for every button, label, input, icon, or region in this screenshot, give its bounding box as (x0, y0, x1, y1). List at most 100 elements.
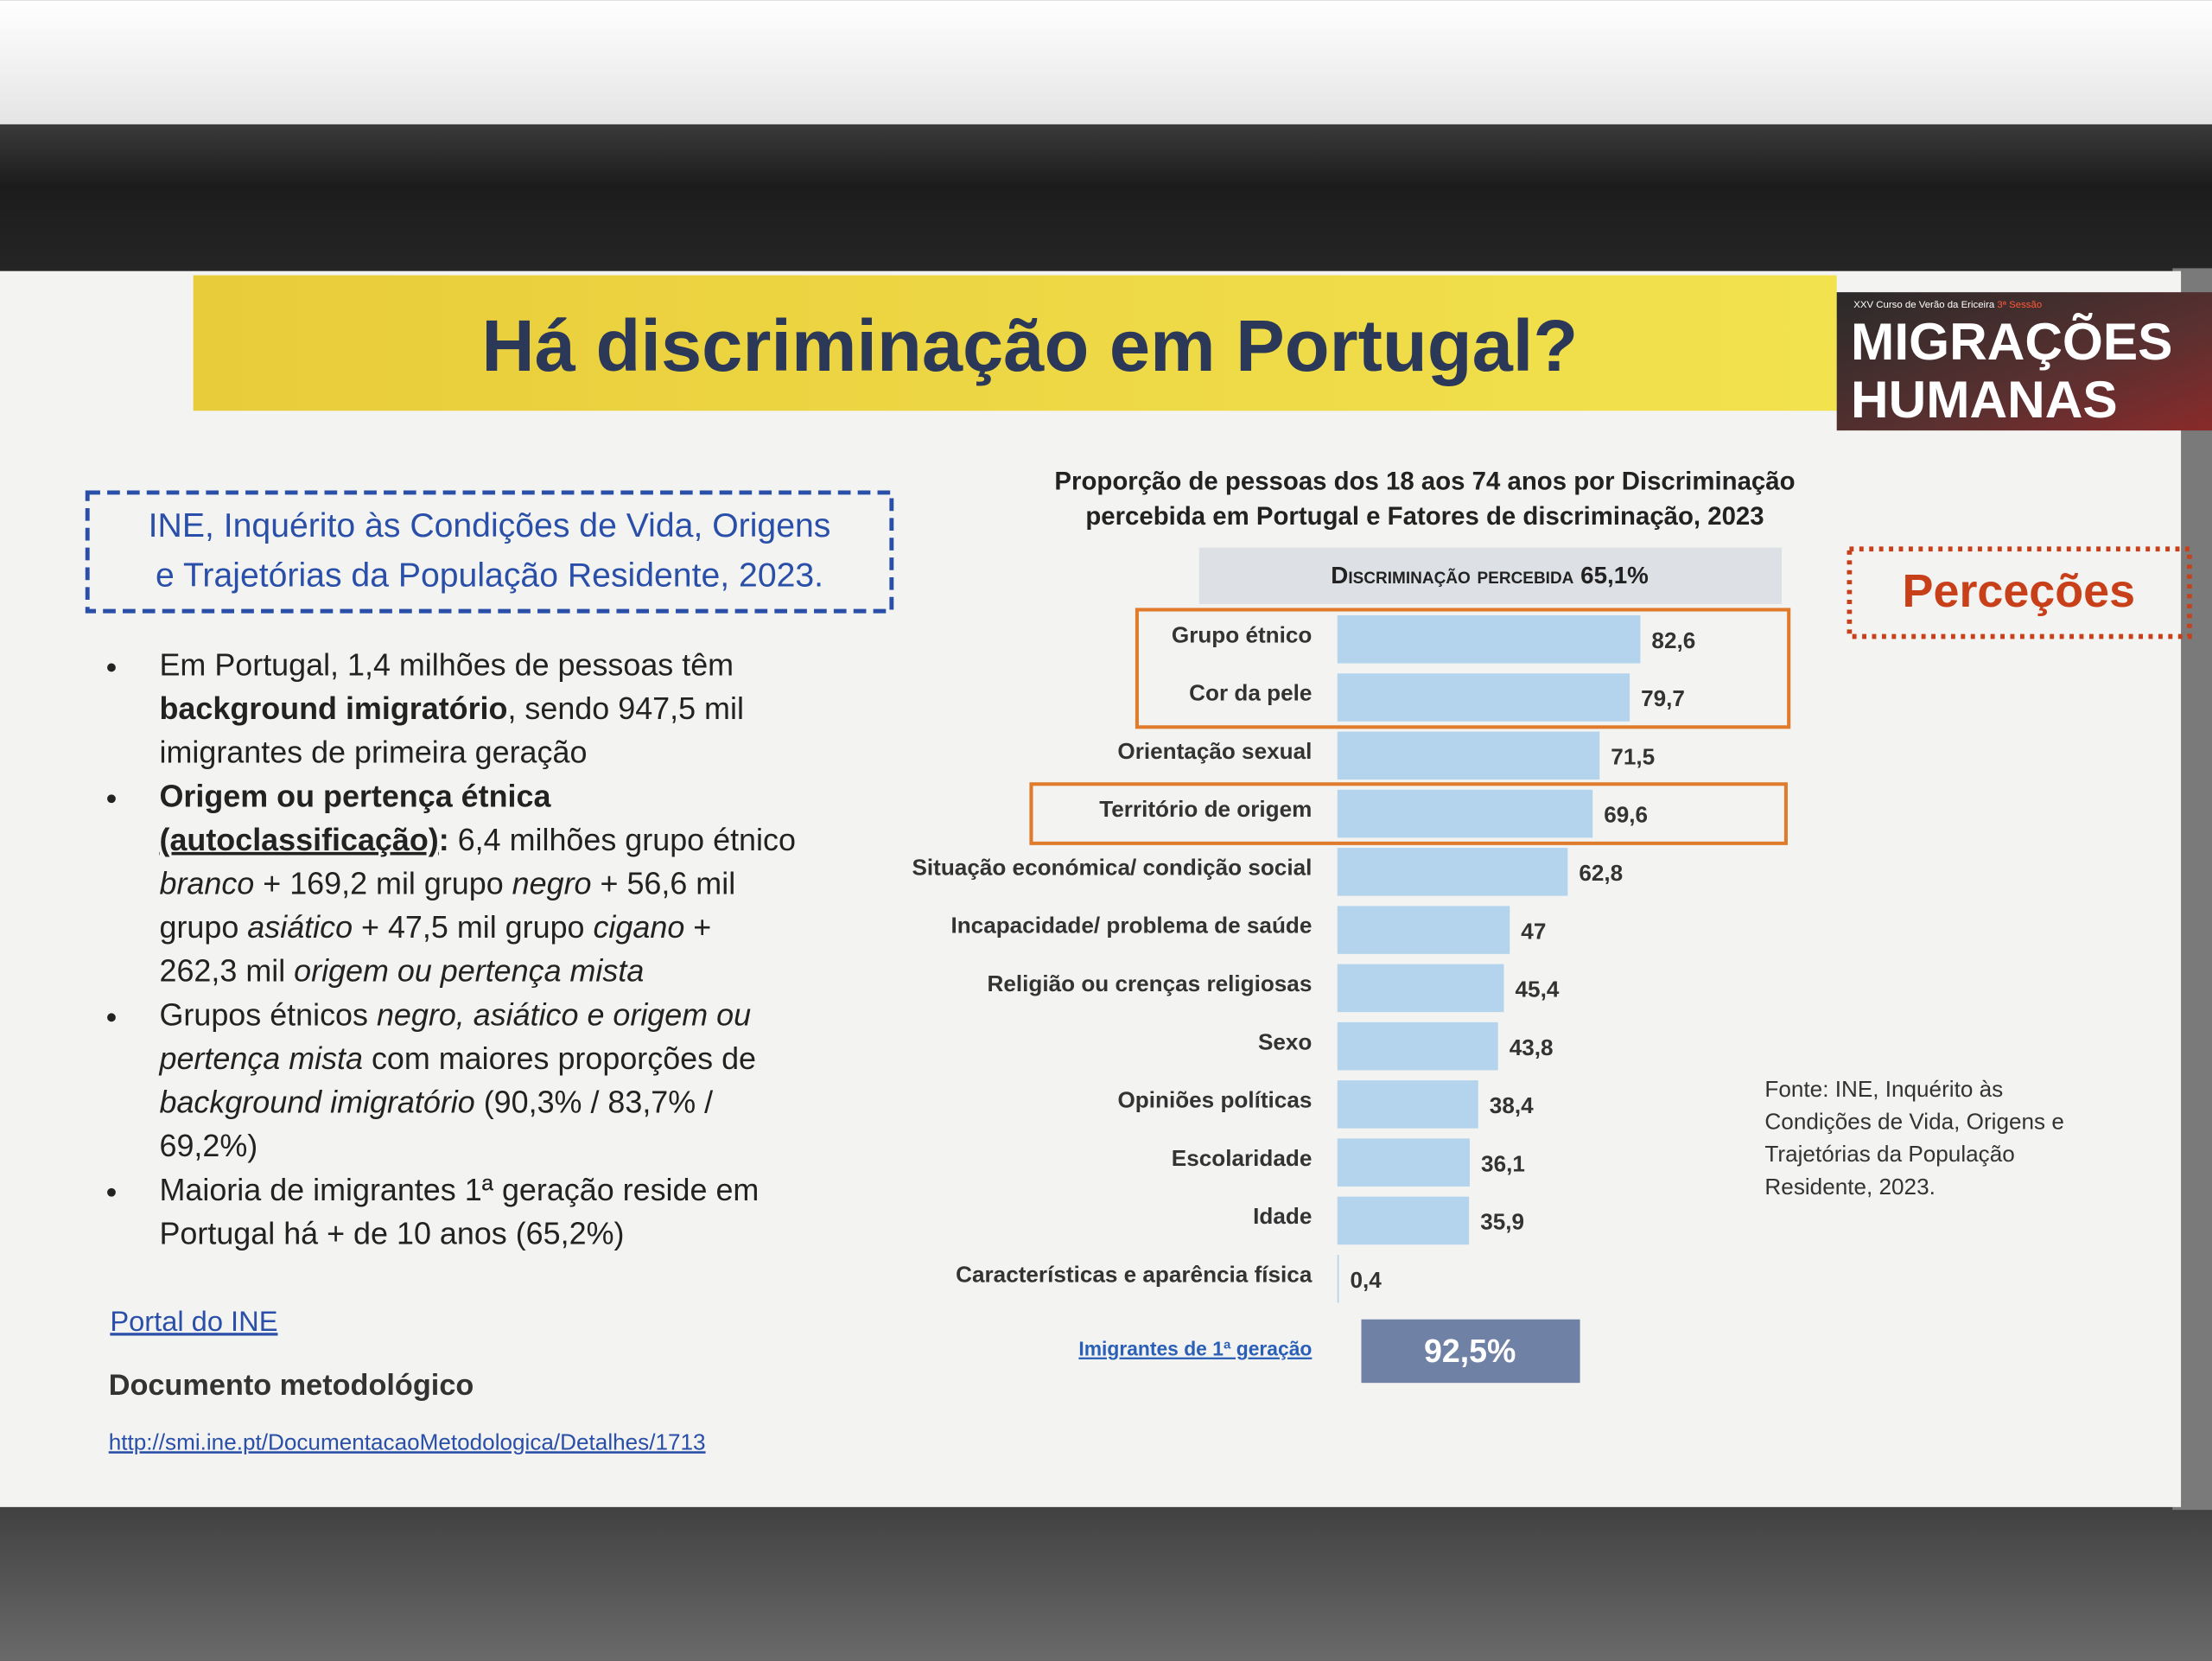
bar (1337, 731, 1600, 780)
bullet-line: branco + 169,2 mil grupo negro + 56,6 mi… (159, 866, 735, 901)
title-band (193, 275, 1837, 411)
footnote-line: Trajetórias da População (1764, 1141, 2014, 1167)
background-top (0, 0, 2212, 128)
bullet-line: Grupos étnicos negro, asiático e origem … (159, 997, 751, 1033)
value-label: 71,5 (1611, 743, 1655, 769)
bullet-dot (107, 794, 116, 804)
bar (1337, 673, 1630, 722)
chart-title: Proporção de pessoas dos 18 aos 74 anos … (1054, 467, 1795, 495)
bar (1337, 964, 1504, 1013)
value-label: 62,8 (1579, 860, 1623, 886)
bullet-run: negro (512, 866, 592, 901)
category-label: Sexo (1258, 1028, 1312, 1054)
value-label: 0,4 (1351, 1267, 1382, 1293)
source-line: INE, Inquérito às Condições de Vida, Ori… (149, 507, 831, 544)
category-label: Religião ou crenças religiosas (988, 971, 1313, 996)
logo-session: 3ª Sessão (1997, 300, 2042, 310)
slide (0, 270, 2182, 1507)
bullet-line: (autoclassificação): 6,4 milhões grupo é… (159, 822, 795, 857)
value-label: 69,6 (1604, 802, 1648, 828)
doc-link[interactable]: http://smi.ine.pt/DocumentacaoMetodologi… (109, 1429, 706, 1454)
bar (1337, 615, 1641, 664)
bullet-run: negro, asiático e origem ou (377, 997, 751, 1033)
bullet-run: background imigratório (159, 1085, 474, 1120)
monitor-bezel (0, 124, 2212, 280)
footnote-line: Fonte: INE, Inquérito às (1764, 1076, 2003, 1102)
value-label: 47 (1521, 918, 1546, 944)
monitor-bottom (0, 1495, 2212, 1661)
bullet-run: grupo (159, 910, 247, 945)
bullet-run: (autoclassificação) (159, 822, 438, 857)
category-label: Orientação sexual (1117, 738, 1312, 764)
bullet-run: Origem ou pertença étnica (159, 779, 551, 814)
bullet-line: pertença mista com maiores proporções de (158, 1041, 756, 1076)
logo-caption: XXV Curso de Verão da Ericeira 3ª Sessão (1853, 300, 2042, 310)
bullet-run: Portugal há + de 10 anos (65,2%) (159, 1216, 624, 1251)
bar (1337, 848, 1568, 896)
footer-value-box (1361, 1319, 1580, 1384)
bullet-run: + (684, 910, 711, 945)
bullet-run: , sendo 947,5 mil (507, 691, 743, 727)
bullet-line: background imigratório (90,3% / 83,7% / (159, 1085, 713, 1120)
footer-link[interactable]: Imigrantes de 1ª geração (1078, 1338, 1312, 1360)
slide-title: Há discriminação em Portugal? (481, 304, 1578, 386)
bullet-run: + 47,5 mil grupo (353, 910, 593, 945)
bullet-dot (107, 663, 116, 672)
category-label: Escolaridade (1172, 1145, 1313, 1171)
category-label: Opiniões políticas (1117, 1087, 1312, 1113)
category-label: Idade (1253, 1203, 1312, 1229)
footer-value: 92,5% (1424, 1333, 1516, 1369)
chart-header-band (1198, 547, 1783, 604)
value-label: 82,6 (1651, 627, 1695, 653)
bullet-run: Maioria de imigrantes 1ª geração reside … (159, 1172, 759, 1207)
bullet-run: com maiores proporções de (363, 1041, 756, 1076)
logo-line: HUMANAS (1851, 370, 2118, 429)
bullet-run: Grupos étnicos (159, 997, 376, 1033)
value-label: 35,9 (1480, 1209, 1524, 1235)
bar (1337, 1080, 1478, 1129)
bullet-run: 69,2%) (159, 1129, 257, 1164)
bar (1337, 1021, 1498, 1071)
bullet-run: + 169,2 mil grupo (254, 866, 512, 901)
bar-chart: Grupo étnico 82,6 Cor da pele 79,7 Orientaçã… (912, 608, 1791, 1303)
bullet-run: asiático (247, 910, 353, 945)
logo-caption-text: XXV Curso de Verão da Ericeira (1853, 300, 1995, 310)
footnote: Fonte: INE, Inquérito às Condições de Vid… (1764, 1076, 2063, 1200)
header-value: 65,1% (1580, 562, 1649, 589)
bullet-dot (107, 1187, 116, 1197)
bullets: Em Portugal, 1,4 milhões de pessoas têm b… (107, 647, 796, 1251)
bullet-line: background imigratório, sendo 947,5 mil (159, 691, 743, 727)
bullet-line: Portugal há + de 10 anos (65,2%) (159, 1216, 624, 1251)
chart-header: Discriminação percebida 65,1% (1331, 562, 1649, 589)
bullet-run: imigrantes de primeira geração (159, 735, 587, 770)
bullet-run: 6,4 milhões grupo étnico (449, 822, 796, 857)
bullet-run: + 56,6 mil (592, 866, 736, 901)
bar (1337, 906, 1510, 954)
header-label: Discriminação percebida (1331, 562, 1573, 589)
highlight-box (1029, 782, 1788, 845)
bar (1337, 1138, 1470, 1187)
bullet-line: 69,2%) (159, 1129, 257, 1164)
category-label: Grupo étnico (1172, 621, 1312, 647)
source-box (85, 490, 894, 614)
portal-link[interactable]: Portal do INE (110, 1305, 277, 1337)
bullet-line: grupo asiático + 47,5 mil grupo cigano + (159, 910, 711, 945)
tag-box (1847, 546, 2192, 640)
bar (1337, 1254, 1339, 1303)
highlight-box (1135, 608, 1791, 729)
category-label: Incapacidade/ problema de saúde (950, 913, 1312, 939)
value-label: 36,1 (1481, 1150, 1525, 1176)
bullet-line: Em Portugal, 1,4 milhões de pessoas têm (159, 647, 734, 683)
category-label: Cor da pele (1189, 680, 1312, 706)
value-label: 38,4 (1490, 1092, 1534, 1118)
bullet-line: Origem ou pertença étnica (159, 779, 551, 814)
bullet-run: cigano (593, 910, 684, 945)
bullet-line: Maioria de imigrantes 1ª geração reside … (159, 1172, 759, 1207)
logo-line: MIGRAÇÕES (1851, 312, 2172, 371)
doc-heading: Documento metodológico (109, 1369, 474, 1402)
bullet-line: imigrantes de primeira geração (159, 735, 587, 770)
bullet-line: 262,3 mil origem ou pertença mista (159, 953, 644, 989)
bar (1337, 789, 1593, 838)
